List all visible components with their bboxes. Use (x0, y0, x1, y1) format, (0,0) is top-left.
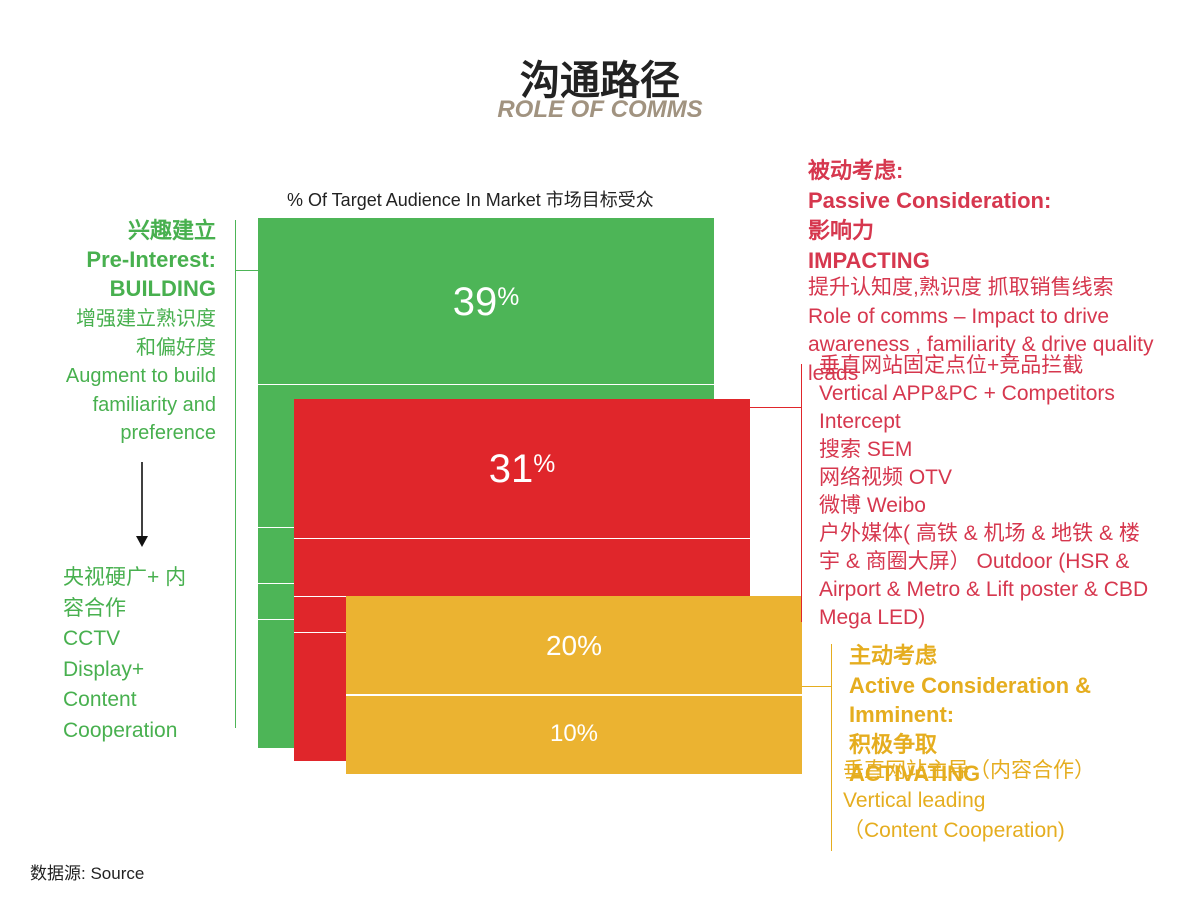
pre-interest-media-line: Content (63, 688, 137, 711)
passive-desc-line: awareness , familiarity & drive quality (808, 333, 1154, 356)
passive-description: 提升认知度,熟识度 抓取销售线索 Role of comms – Impact … (808, 274, 1153, 388)
down-arrow-icon (136, 462, 148, 547)
active-media-line: 垂直网站主导（内容合作） (843, 759, 1095, 782)
passive-heading-line: IMPACTING (808, 248, 930, 273)
divider (258, 384, 714, 385)
passive-media-line: 户外媒体( 高铁 & 机场 & 地铁 & 楼 (819, 522, 1140, 545)
passive-media: 垂直网站固定点位+竞品拦截 Vertical APP&PC + Competit… (819, 352, 1148, 632)
passive-heading-line: 被动考虑: (808, 158, 904, 183)
pre-interest-desc-line: 增强建立熟识度 (76, 308, 216, 330)
gold-connector-line (802, 686, 832, 687)
passive-heading: 被动考虑: Passive Consideration: 影响力 IMPACTI… (808, 156, 1051, 276)
percent-label: 20% (545, 630, 603, 661)
pre-interest-description: 增强建立熟识度 和偏好度 Augment to build familiarit… (66, 305, 216, 448)
source-note: 数据源: Source (30, 864, 145, 883)
pre-interest-heading: 兴趣建立 Pre-Interest: BUILDING (86, 216, 216, 303)
divider (258, 619, 294, 620)
pre-interest-desc-line: Augment to build (65, 365, 216, 387)
page-title: 沟通路径 (520, 58, 680, 104)
divider (258, 583, 294, 584)
pre-interest-heading-stage: BUILDING (109, 276, 216, 301)
active-heading: 主动考虑 Active Consideration & Imminent: 积极… (849, 641, 1091, 789)
pre-interest-desc-line: 和偏好度 (136, 336, 216, 359)
pre-interest-media-line: Cooperation (63, 718, 178, 742)
percent-label: 10% (549, 720, 599, 747)
percent-label: 31% (488, 447, 556, 491)
red-bracket-line (801, 364, 802, 622)
passive-media-line: 搜索 SEM (819, 438, 913, 461)
page-subtitle: ROLE OF COMMS (497, 96, 703, 123)
passive-media-line: 微博 Weibo (819, 494, 926, 517)
activating-block (346, 596, 802, 774)
passive-desc-line: Role of comms – Impact to drive (808, 304, 1110, 328)
divider (294, 632, 346, 633)
active-heading-line: ACTIVATING (849, 761, 981, 786)
active-media-line: （Content Cooperation) (843, 819, 1065, 842)
divider (346, 694, 802, 696)
red-connector-line (690, 407, 802, 408)
passive-media-line: Mega LED) (819, 606, 926, 629)
pre-interest-media-line: 容合作 (63, 596, 126, 620)
passive-media-line: 垂直网站固定点位+竞品拦截 (819, 354, 1084, 377)
green-connector-line (235, 270, 258, 271)
divider (294, 596, 346, 597)
active-heading-line: Imminent: (849, 702, 955, 727)
divider (258, 527, 294, 528)
percent-label: 39% (452, 280, 520, 324)
passive-media-line: Airport & Metro & Lift poster & CBD (819, 578, 1149, 601)
pre-interest-media: 央视硬广+ 内 容合作 CCTV Display+ Content Cooper… (63, 563, 186, 746)
pre-interest-desc-line: preference (120, 422, 216, 444)
active-heading-line: 主动考虑 (849, 643, 938, 668)
pre-interest-heading-en: Pre-Interest: (86, 247, 216, 272)
passive-media-line: 宇 & 商圈大屏） Outdoor (HSR & (819, 550, 1130, 573)
passive-media-line: Vertical APP&PC + Competitors (819, 382, 1115, 405)
chart-header: % Of Target Audience In Market 市场目标受众 (287, 190, 654, 210)
active-heading-line: 积极争取 (849, 731, 938, 757)
passive-media-line: 网络视频 OTV (819, 466, 953, 489)
active-heading-line: Active Consideration & (849, 672, 1092, 698)
passive-media-line: Intercept (819, 410, 901, 433)
pre-interest-media-line: CCTV (63, 627, 121, 650)
passive-heading-line: 影响力 (808, 218, 875, 243)
pre-interest-media-line: 央视硬广+ 内 (63, 566, 187, 589)
pre-interest-heading-cn: 兴趣建立 (127, 218, 216, 243)
gold-bracket-line (831, 644, 832, 851)
passive-desc-line: 提升认知度,熟识度 抓取销售线索 (808, 276, 1114, 299)
pre-interest-media-line: Display+ (63, 657, 145, 681)
active-media-line: Vertical leading (843, 789, 986, 812)
passive-desc-line: leads (808, 361, 859, 385)
green-bracket-line (235, 220, 236, 728)
passive-heading-line: Passive Consideration: (808, 188, 1052, 213)
active-media: 垂直网站主导（内容合作） Vertical leading （Content C… (843, 756, 1095, 846)
pre-interest-desc-line: familiarity and (92, 393, 216, 416)
divider (294, 538, 750, 539)
